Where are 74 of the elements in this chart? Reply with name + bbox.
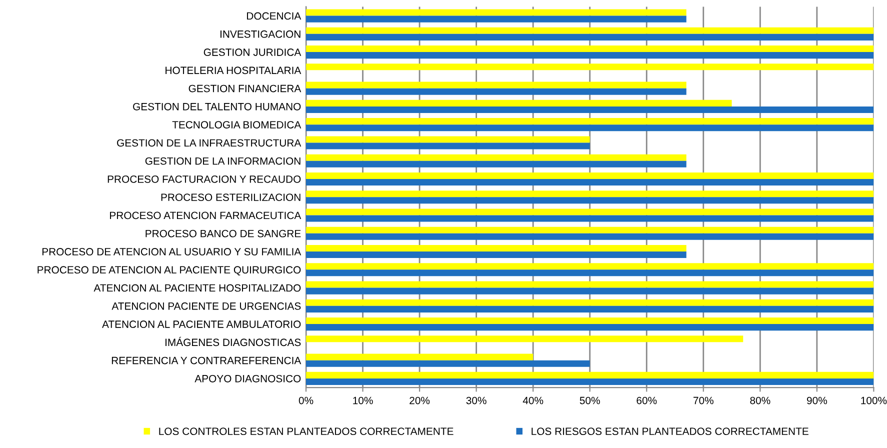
bar: [306, 27, 874, 34]
y-tick-label: HOTELERIA HOSPITALARIA: [166, 66, 302, 74]
bar: [306, 354, 534, 360]
bar: [306, 160, 686, 168]
bar: [306, 88, 686, 95]
x-tick-label: 100%: [861, 396, 887, 404]
bar: [306, 34, 874, 40]
bar: [306, 118, 874, 125]
y-tick-label: ATENCION AL PACIENTE AMBULATORIO: [102, 320, 301, 328]
y-tick-label: DOCENCIA: [247, 12, 302, 20]
bar: [306, 306, 874, 312]
x-tick-label: 30%: [466, 396, 486, 404]
x-tick-label: 40%: [522, 396, 544, 404]
y-tick-label: GESTION FINANCIERA: [188, 84, 302, 92]
bar: [306, 46, 874, 52]
y-tick-label: REFERENCIA Y CONTRAREFERENCIA: [112, 356, 302, 364]
bar: [306, 124, 874, 132]
bar: [306, 9, 686, 16]
y-tick-label: GESTION DEL TALENTO HUMANO: [133, 102, 301, 110]
bar: [306, 172, 874, 179]
bar: [306, 336, 744, 342]
y-tick-label: PROCESO DE ATENCION AL USUARIO Y SU FAMILIA: [42, 248, 302, 256]
bar: [306, 208, 874, 216]
bar: [306, 64, 874, 70]
bar: [306, 372, 874, 378]
legend-label: LOS CONTROLES ESTAN PLANTEADOS CORRECTAMENTE: [159, 428, 454, 436]
y-tick-label: GESTION DE LA INFRAESTRUCTURA: [117, 139, 302, 147]
bar: [306, 142, 590, 150]
bar: [306, 244, 686, 252]
bar: [306, 263, 874, 270]
y-tick-label: GESTION JURIDICA: [204, 48, 302, 56]
bar: [306, 360, 590, 367]
x-tick-label: 10%: [353, 396, 373, 404]
bar: [306, 106, 874, 113]
x-tick-label: 50%: [580, 396, 600, 404]
bar: [306, 154, 686, 161]
bar: [306, 100, 732, 106]
y-tick-label: TECNOLOGIA BIOMEDICA: [172, 121, 302, 128]
y-tick-label: APOYO DIAGNOSICO: [194, 374, 301, 382]
bar: [306, 82, 686, 88]
bar: [306, 281, 874, 288]
y-tick-label: ATENCION PACIENTE DE URGENCIAS: [112, 302, 301, 310]
bar: [306, 226, 874, 234]
bar: [306, 270, 874, 276]
bar: [306, 288, 874, 294]
bar: [306, 324, 874, 331]
x-tick-label: 90%: [806, 396, 827, 404]
y-tick-label: PROCESO BANCO DE SANGRE: [146, 230, 301, 238]
x-tick-label: 80%: [750, 396, 770, 404]
y-tick-label: PROCESO FACTURACION Y RECAUDO: [108, 175, 301, 183]
bar: [306, 233, 874, 240]
bar: [306, 252, 686, 258]
legend-label: LOS RIESGOS ESTAN PLANTEADOS CORRECTAMENTE: [532, 428, 808, 436]
y-tick-label: ATENCION AL PACIENTE HOSPITALIZADO: [94, 284, 301, 292]
bar: [306, 178, 874, 186]
y-tick-label: PROCESO ATENCION FARMACEUTICA: [110, 212, 302, 220]
bar: [306, 136, 590, 143]
bar: [306, 16, 686, 22]
x-tick-label: 0%: [298, 396, 314, 404]
bar: [306, 378, 874, 385]
bar: [306, 215, 874, 222]
y-tick-label: IMÁGENES DIAGNOSTICAS: [166, 336, 301, 346]
bar: [306, 52, 874, 59]
y-tick-label: GESTION DE LA INFORMACION: [145, 157, 300, 165]
y-tick-label: PROCESO ESTERILIZACION: [161, 194, 300, 201]
y-tick-label: INVESTIGACION: [220, 30, 300, 38]
bar: [306, 299, 874, 306]
x-tick-label: 70%: [694, 396, 714, 404]
bar: [306, 190, 874, 198]
bar: [306, 197, 874, 204]
bar: [306, 318, 874, 324]
x-tick-label: 60%: [636, 396, 657, 404]
x-tick-label: 20%: [410, 396, 430, 404]
y-tick-label: PROCESO DE ATENCION AL PACIENTE QUIRURGICO: [38, 266, 301, 276]
